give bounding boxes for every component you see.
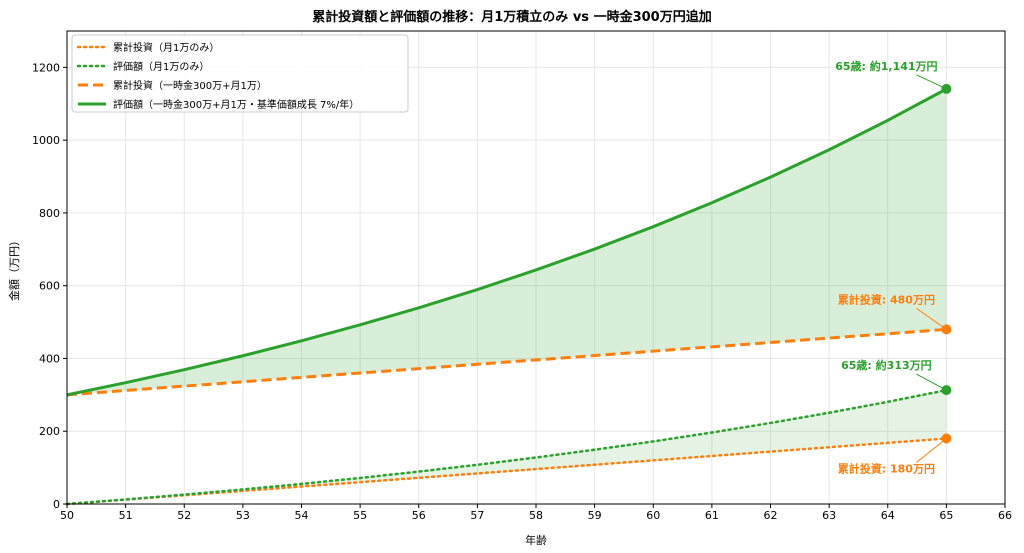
series-line-3 [66,87,948,397]
x-tick-label: 57 [470,509,484,522]
gain-fill-area [67,88,947,395]
x-tick-label: 50 [60,509,74,522]
annotation-leader [916,74,947,90]
endpoint-marker [941,324,952,335]
y-tick-label: 0 [53,498,60,511]
legend-label: 累計投資（月1万のみ） [113,41,219,54]
ticks: 50 51 52 53 54 55 56 57 58 59 60 61 62 63 64 65 66 0 200 40… [32,61,1012,522]
x-tick-label: 53 [236,509,250,522]
y-tick-label: 400 [39,352,60,365]
legend-label: 累計投資（一時金300万+月1万） [113,79,267,92]
x-tick-label: 55 [353,509,367,522]
x-tick-label: 66 [998,509,1012,522]
x-axis-label: 年齢 [525,533,547,547]
y-tick-label: 200 [39,425,60,438]
annotation-label: 累計投資: 180万円 [838,462,935,476]
gain-fill-area [67,390,947,504]
legend-label: 評価額（一時金300万+月1万・基準価額成長 7%/年） [113,98,359,111]
x-tick-label: 65 [939,509,953,522]
x-tick-label: 63 [822,509,836,522]
x-tick-label: 62 [764,509,778,522]
y-axis-label: 金額（万円） [7,235,21,301]
series-line-0 [65,437,948,506]
annotation-leader [916,307,947,330]
series-line-1 [65,388,948,506]
series-line-2 [66,327,947,397]
endpoint-marker [941,83,952,94]
x-tick-label: 56 [412,509,426,522]
endpoint-marker [941,385,952,396]
x-tick-label: 60 [646,509,660,522]
x-tick-label: 52 [177,509,191,522]
x-tick-label: 59 [588,509,602,522]
series-lines [65,87,948,506]
chart-title: 累計投資額と評価額の推移：月1万積立のみ vs 一時金300万円追加 [312,9,711,25]
annotation-label: 累計投資: 480万円 [838,292,935,306]
annotation-label: 65歳: 約1,141万円 [835,59,937,73]
x-tick-label: 51 [119,509,133,522]
y-tick-label: 600 [39,280,60,293]
x-tick-label: 64 [881,509,895,522]
endpoint-marker [941,433,952,444]
annotation-label: 65歳: 約313万円 [841,358,932,372]
annotation-leader [916,438,947,463]
legend-label: 評価額（月1万のみ） [113,60,209,73]
y-tick-label: 1000 [32,134,60,147]
y-tick-label: 800 [39,207,60,220]
annotation-leader [916,373,947,391]
y-tick-label: 1200 [32,61,60,74]
x-tick-label: 61 [705,509,719,522]
x-tick-label: 54 [295,509,309,522]
fills [67,88,947,504]
legend: 累計投資（月1万のみ） 評価額（月1万のみ） 累計投資（一時金300万+月1万） 評価… [71,34,409,113]
x-tick-label: 58 [529,509,543,522]
